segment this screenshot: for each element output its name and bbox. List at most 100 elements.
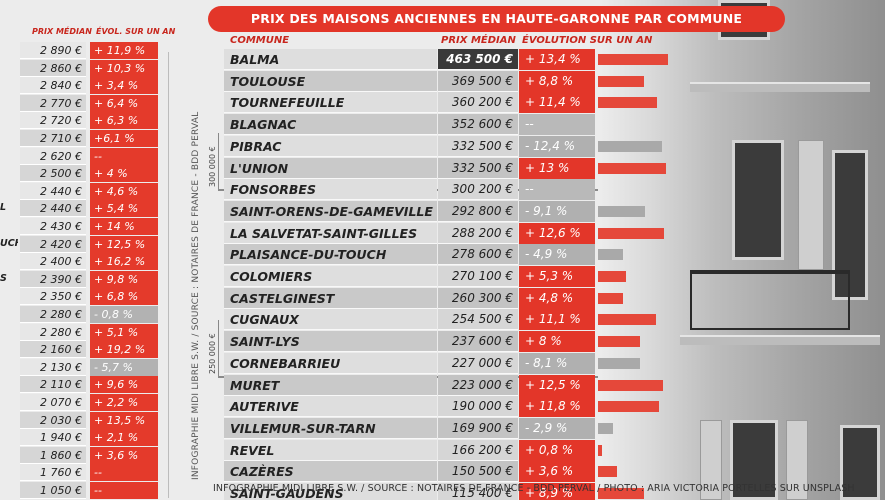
table-row: PIBRAC 332 500 € - 12,4 % xyxy=(224,135,664,158)
evolution-bar xyxy=(598,488,645,499)
left-row-evolution: + 14 % xyxy=(90,218,158,235)
left-row-evolution: -- xyxy=(90,482,158,499)
evolution-bar xyxy=(598,422,614,434)
table-row: BLAGNAC 352 600 € -- xyxy=(224,114,664,136)
evolution-bar xyxy=(598,401,660,413)
left-row-evolution: + 3,4 % xyxy=(90,77,158,95)
commune-name: FONSORBES xyxy=(224,179,437,201)
evolution-bar xyxy=(598,75,644,87)
left-row-evolution: + 9,8 % xyxy=(90,270,158,288)
commune-name: SAINT-ORENS-DE-GAMEVILLE xyxy=(224,200,437,222)
evolution-value: + 0,8 % xyxy=(519,439,595,461)
evolution-bar xyxy=(598,97,658,109)
left-row-price: 2 400 € xyxy=(20,253,86,271)
evolution-value: + 8,9 % xyxy=(519,483,595,500)
left-table-row: 2 860 € + 10,3 % xyxy=(0,59,172,78)
evolution-bar xyxy=(598,444,603,456)
left-table-row: 2 620 € -- xyxy=(0,147,172,166)
header-evolution: ÉVOLUTION SUR UN AN xyxy=(522,35,653,46)
evolution-value: - 9,1 % xyxy=(519,200,595,222)
evolution-value: -- xyxy=(519,179,595,201)
left-row-name: S xyxy=(0,272,7,284)
table-row: REVEL 166 200 € + 0,8 % xyxy=(224,439,664,462)
evolution-value: - 4,9 % xyxy=(519,244,595,266)
left-table-row: 1 860 € + 3,6 % xyxy=(0,446,172,465)
median-price: 223 000 € xyxy=(438,374,518,396)
median-price: 300 200 € xyxy=(438,179,518,201)
commune-name: COLOMIERS xyxy=(224,266,437,287)
left-row-price: 1 940 € xyxy=(20,429,86,447)
table-row: TOURNEFEUILLE 360 200 € + 11,4 % xyxy=(224,92,664,114)
commune-name: AUTERIVE xyxy=(224,396,437,418)
evolution-bar xyxy=(598,205,646,217)
left-table-row: 2 070 € + 2,2 % xyxy=(0,394,172,412)
left-row-price: 2 500 € xyxy=(20,165,86,183)
table-row: FONSORBES 300 200 € -- xyxy=(224,179,664,201)
median-price: 115 400 € xyxy=(438,483,518,500)
evolution-value: + 3,6 % xyxy=(519,461,595,483)
left-table-row: 2 160 € + 19,2 % xyxy=(0,341,172,359)
commune-name: TOULOUSE xyxy=(224,70,437,92)
median-price: 352 600 € xyxy=(438,114,518,136)
left-row-evolution: + 2,2 % xyxy=(90,394,158,411)
evolution-bar xyxy=(598,140,663,152)
evolution-bar xyxy=(598,357,641,369)
header-commune: COMMUNE xyxy=(230,35,290,46)
left-row-price: 2 720 € xyxy=(20,112,86,130)
left-row-price: 2 710 € xyxy=(20,130,86,147)
median-price: 463 500 € xyxy=(438,49,518,70)
table-row: LA SALVETAT-SAINT-GILLES 288 200 € + 12,6 … xyxy=(224,222,664,245)
left-header-price: PRIX MÉDIAN xyxy=(32,27,92,36)
left-row-price: 2 840 € xyxy=(20,77,86,95)
left-table-row: 1 050 € -- xyxy=(0,482,172,500)
left-row-price: 2 440 € xyxy=(20,200,86,218)
scale-label-300k: 300 000 € xyxy=(208,146,217,187)
commune-name: BALMA xyxy=(224,49,437,70)
commune-name: SAINT-LYS xyxy=(224,331,437,353)
left-row-price: 2 390 € xyxy=(20,270,86,288)
left-table-row: 1 760 € -- xyxy=(0,464,172,482)
left-row-price: 2 160 € xyxy=(20,341,86,359)
left-table-row: 2 710 € +6,1 % xyxy=(0,130,172,148)
evolution-value: - 8,1 % xyxy=(519,352,595,374)
evolution-value: + 11,1 % xyxy=(519,309,595,331)
scale-label-250k: 250 000 € xyxy=(208,333,217,374)
left-table-row: 2 770 € + 6,4 % xyxy=(0,94,172,113)
left-table-row: 2 280 € + 5,1 % xyxy=(0,323,172,342)
left-table-row: 2 400 € + 16,2 % xyxy=(0,253,172,271)
commune-name: MURET xyxy=(224,374,437,396)
evolution-bar xyxy=(598,379,663,391)
evolution-bar xyxy=(598,227,664,239)
left-row-evolution: + 6,3 % xyxy=(90,112,158,130)
left-table-row: 2 030 € + 13,5 % xyxy=(0,411,172,430)
evolution-value: - 2,9 % xyxy=(519,417,595,439)
evolution-value: + 11,8 % xyxy=(519,396,595,418)
evolution-value: + 8,8 % xyxy=(519,70,595,92)
evolution-bar xyxy=(598,271,626,282)
median-price: 270 100 € xyxy=(438,266,518,287)
left-row-price: 2 430 € xyxy=(20,218,86,235)
left-table-row: 2 440 € + 4,6 % xyxy=(0,182,172,201)
left-table-row: S 2 390 € + 9,8 % xyxy=(0,270,172,289)
left-row-evolution: + 4 % xyxy=(90,165,158,183)
table-row: SAINT-ORENS-DE-GAMEVILLE 292 800 € - 9,1 % xyxy=(224,200,664,223)
evolution-bar xyxy=(598,249,624,261)
evolution-bar xyxy=(598,162,666,174)
evolution-value: -- xyxy=(519,114,595,136)
table-row: SAINT-GAUDENS 115 400 € + 8,9 % xyxy=(224,483,664,500)
left-row-evolution: + 12,5 % xyxy=(90,235,158,253)
commune-name: CAZÈRES xyxy=(224,461,437,483)
evolution-bar xyxy=(598,466,617,478)
left-header-evolution: ÉVOL. SUR UN AN xyxy=(96,27,176,36)
evolution-value: + 12,6 % xyxy=(519,222,595,244)
table-row: CAZÈRES 150 500 € + 3,6 % xyxy=(224,461,664,483)
commune-name: L'UNION xyxy=(224,157,437,179)
table-row: CUGNAUX 254 500 € + 11,1 % xyxy=(224,309,664,331)
left-row-evolution: + 6,4 % xyxy=(90,94,158,112)
left-table-row: 1 940 € + 2,1 % xyxy=(0,429,172,447)
column-divider xyxy=(168,52,169,498)
median-price: 260 300 € xyxy=(438,287,518,309)
left-row-evolution: -- xyxy=(90,147,158,165)
left-row-evolution: + 4,6 % xyxy=(90,182,158,200)
